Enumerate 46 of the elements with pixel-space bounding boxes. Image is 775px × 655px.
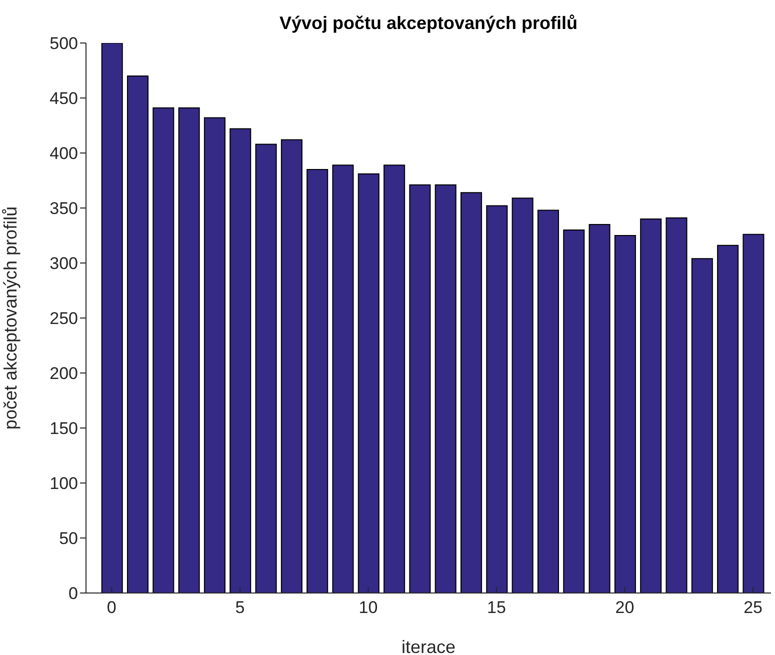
y-tick-label: 100 [50, 474, 78, 494]
x-tick-label: 25 [744, 598, 762, 618]
bar [384, 164, 406, 593]
y-tick-label: 500 [50, 34, 78, 54]
y-tick-label: 450 [50, 89, 78, 108]
bar [717, 244, 739, 593]
bar [230, 128, 252, 593]
bar [588, 224, 610, 593]
bar [280, 139, 302, 593]
x-tick-label: 20 [615, 598, 634, 618]
bar [306, 169, 328, 593]
bar [434, 184, 456, 593]
y-tick-label: 400 [50, 144, 78, 164]
bar [358, 173, 380, 593]
bar [614, 235, 636, 593]
bar [204, 117, 226, 593]
y-axis-title: počet akceptovaných profilů [0, 206, 20, 430]
y-tick-label: 150 [50, 419, 78, 438]
bar [332, 164, 354, 593]
y-tick-label: 200 [50, 364, 78, 384]
chart-title: Vývoj počtu akceptovaných profilů [278, 13, 579, 34]
bar [512, 198, 534, 593]
bar [460, 192, 482, 593]
bar [666, 217, 688, 593]
x-tick-label: 0 [106, 598, 116, 618]
bar [691, 258, 713, 593]
bar [486, 205, 508, 593]
bar [409, 184, 431, 593]
bar [537, 210, 559, 593]
bar [126, 76, 149, 593]
bar [255, 144, 277, 593]
bar [640, 218, 662, 593]
y-tick-label: 0 [68, 584, 78, 604]
bar [563, 230, 585, 593]
x-tick-label: 5 [235, 598, 245, 618]
bar [742, 234, 764, 593]
y-tick-label: 50 [59, 529, 78, 548]
x-tick-label: 10 [358, 598, 378, 618]
y-tick-label: 250 [50, 309, 78, 328]
bar [152, 107, 174, 593]
y-tick-label: 350 [50, 199, 78, 218]
bar [101, 43, 123, 593]
y-tick-label: 300 [50, 254, 78, 274]
bar [178, 107, 200, 593]
x-axis-title: iterace [401, 637, 456, 655]
x-tick-label: 15 [487, 598, 506, 618]
